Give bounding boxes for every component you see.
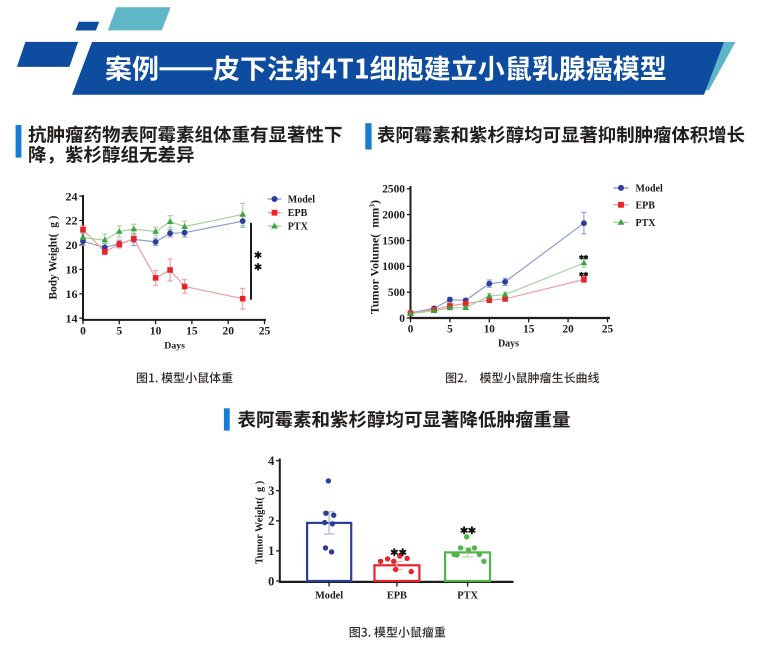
- svg-text:Model: Model: [636, 183, 663, 194]
- svg-text:Model: Model: [288, 195, 315, 206]
- svg-text:25: 25: [602, 323, 614, 335]
- svg-text:14: 14: [66, 311, 78, 325]
- svg-text:20: 20: [222, 325, 234, 337]
- svg-text:18: 18: [66, 263, 78, 277]
- svg-text:22: 22: [66, 214, 78, 228]
- svg-text:EPB: EPB: [288, 208, 308, 219]
- svg-text:Tumor Weight( g ): Tumor Weight( g ): [255, 481, 266, 564]
- svg-text:0: 0: [408, 323, 414, 335]
- svg-text:Days: Days: [164, 340, 185, 351]
- svg-text:15: 15: [523, 323, 535, 335]
- svg-text:Days: Days: [498, 339, 519, 350]
- svg-text:15: 15: [186, 325, 198, 337]
- svg-text:0: 0: [80, 325, 86, 337]
- svg-text:10: 10: [150, 325, 162, 337]
- svg-text:PTX: PTX: [457, 591, 478, 602]
- svg-text:2000: 2000: [382, 210, 405, 222]
- svg-text:5: 5: [116, 325, 122, 337]
- svg-text:5: 5: [447, 323, 453, 335]
- svg-text:3: 3: [268, 484, 274, 498]
- svg-text:0: 0: [399, 313, 405, 325]
- svg-text:4: 4: [268, 454, 274, 468]
- svg-text:500: 500: [388, 287, 405, 299]
- svg-text:Tumor Volume( mm3): Tumor Volume( mm3): [368, 200, 382, 314]
- svg-text:24: 24: [66, 189, 78, 203]
- svg-text:16: 16: [66, 287, 78, 301]
- svg-text:EPB: EPB: [636, 200, 656, 211]
- svg-text:Body Weight( g ): Body Weight( g ): [48, 215, 60, 299]
- svg-text:2500: 2500: [382, 184, 405, 196]
- svg-text:Model: Model: [315, 591, 343, 602]
- svg-text:PTX: PTX: [288, 222, 309, 233]
- svg-text:EPB: EPB: [387, 591, 407, 602]
- svg-text:20: 20: [66, 238, 78, 252]
- svg-text:1: 1: [268, 544, 274, 558]
- svg-text:PTX: PTX: [636, 218, 657, 229]
- svg-text:0: 0: [268, 574, 274, 588]
- svg-text:2: 2: [268, 514, 274, 528]
- svg-text:10: 10: [484, 323, 496, 335]
- svg-text:25: 25: [259, 325, 271, 337]
- svg-text:1000: 1000: [382, 261, 405, 273]
- svg-text:20: 20: [563, 323, 575, 335]
- svg-text:1500: 1500: [382, 235, 405, 247]
